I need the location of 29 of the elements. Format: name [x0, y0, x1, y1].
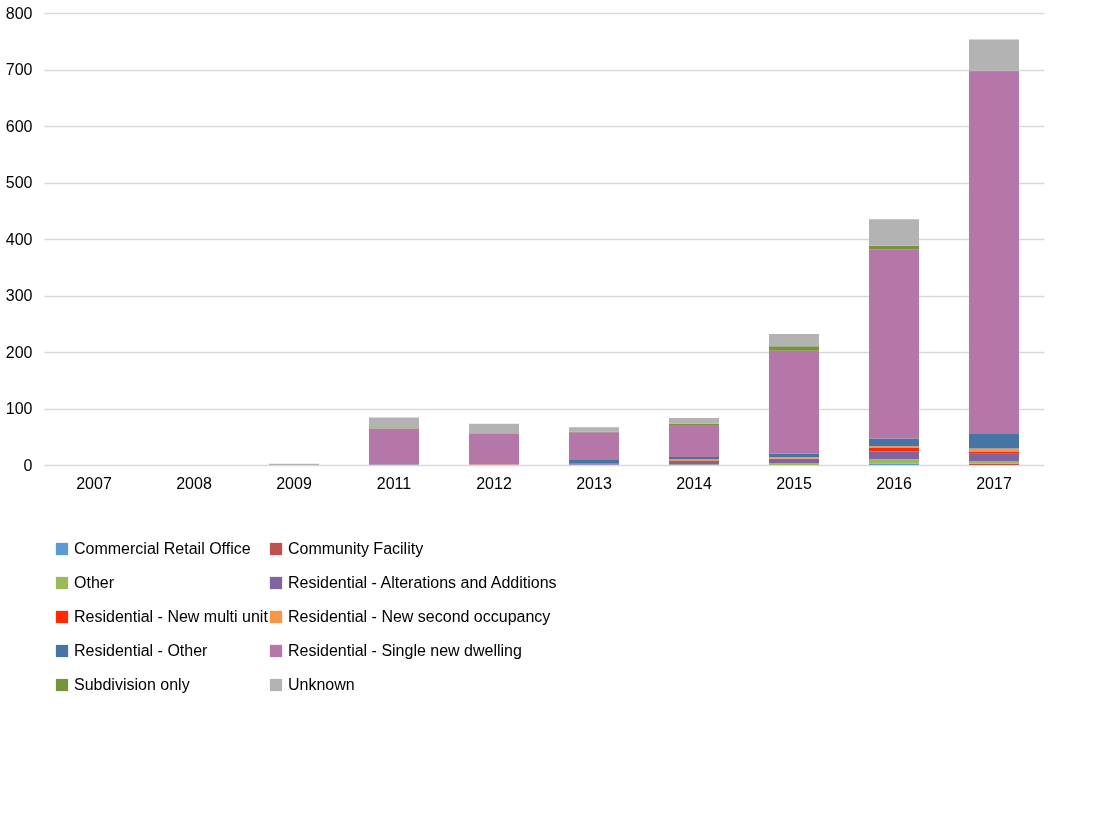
- y-tick-label: 800: [5, 4, 33, 22]
- legend-label: Residential - New second occupancy: [288, 608, 551, 625]
- y-tick-label: 100: [5, 400, 33, 417]
- y-tick-label: 0: [23, 456, 33, 474]
- legend-label: Other: [74, 574, 115, 591]
- y-tick-label: 700: [5, 61, 33, 78]
- x-tick-label: 2015: [776, 474, 812, 492]
- legend-label: Unknown: [288, 676, 355, 693]
- x-tick-label: 2012: [476, 474, 512, 492]
- x-tick-label: 2009: [276, 474, 312, 492]
- x-tick-label: 2014: [676, 474, 712, 492]
- x-tick-label: 2011: [376, 474, 412, 492]
- legend-label: Commercial Retail Office: [74, 540, 251, 557]
- legend-label: Residential - Single new dwelling: [288, 642, 522, 659]
- x-tick-label: 2013: [576, 474, 612, 492]
- legend-label: Residential - New multi unit: [74, 608, 269, 625]
- y-tick-label: 500: [5, 174, 33, 191]
- x-tick-label: 2017: [976, 474, 1012, 492]
- y-tick-label: 600: [5, 117, 33, 135]
- y-tick-label: 200: [5, 343, 33, 361]
- y-tick-label: 300: [5, 287, 33, 304]
- legend-label: Residential - Alterations and Additions: [288, 574, 557, 591]
- x-tick-label: 2008: [176, 474, 212, 492]
- legend-label: Subdivision only: [74, 676, 190, 693]
- x-tick-label: 2007: [76, 474, 112, 492]
- legend-label: Community Facility: [288, 540, 424, 557]
- x-tick-label: 2016: [876, 474, 912, 492]
- y-tick-label: 400: [5, 230, 33, 248]
- legend-label: Residential - Other: [74, 642, 209, 659]
